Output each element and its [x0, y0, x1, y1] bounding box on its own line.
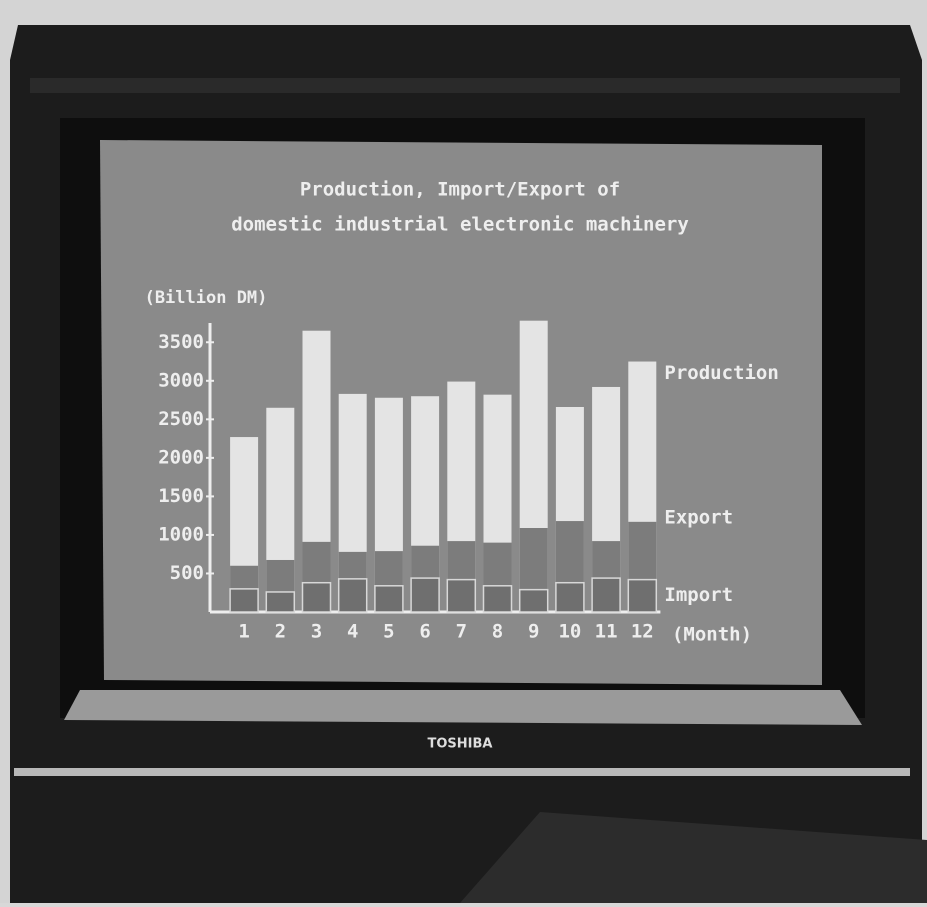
x-tick-label: 8	[492, 621, 503, 643]
x-tick-label: 3	[311, 621, 322, 643]
bar-2	[265, 591, 296, 613]
series-label: Import	[664, 584, 733, 606]
bar-2	[627, 578, 658, 613]
y-tick-label: 2000	[158, 446, 204, 468]
x-axis-label: (Month)	[672, 624, 752, 646]
x-tick-label: 6	[419, 621, 430, 643]
bar-2	[374, 585, 404, 613]
monitor-top	[30, 78, 900, 93]
x-tick-label: 12	[631, 621, 654, 643]
series-label: Production	[664, 362, 778, 384]
x-tick-label: 2	[275, 621, 286, 643]
stand-strip	[14, 768, 910, 776]
x-tick-label: 11	[595, 621, 618, 643]
x-tick-label: 9	[528, 621, 539, 643]
bezel-lip	[64, 690, 862, 725]
bar-2	[301, 581, 332, 613]
y-tick-label: 500	[170, 562, 204, 584]
bar-2	[446, 578, 477, 613]
bar-2	[482, 585, 513, 613]
y-axis-label: (Billion DM)	[145, 288, 268, 308]
bar-2	[518, 588, 549, 613]
series-label: Export	[664, 506, 733, 528]
y-tick-label: 3500	[158, 331, 204, 353]
bar-2	[591, 577, 621, 613]
bar-2	[555, 581, 585, 613]
bar-2	[337, 578, 368, 613]
x-tick-label: 10	[558, 621, 581, 643]
chart-subtitle: domestic industrial electronic machinery	[231, 214, 689, 236]
chart-title: Production, Import/Export of	[300, 179, 620, 201]
x-tick-label: 4	[347, 621, 358, 643]
y-tick-label: 1000	[158, 523, 204, 545]
x-tick-label: 1	[238, 621, 249, 643]
x-tick-label: 5	[383, 621, 394, 643]
x-tick-label: 7	[456, 621, 467, 643]
y-tick-label: 3000	[158, 369, 204, 391]
keyboard	[460, 812, 927, 903]
y-tick-label: 1500	[158, 485, 204, 507]
y-tick-label: 2500	[158, 408, 204, 430]
bar-2	[410, 577, 440, 613]
bar-2	[229, 588, 259, 613]
brand: TOSHIBA	[428, 737, 493, 752]
